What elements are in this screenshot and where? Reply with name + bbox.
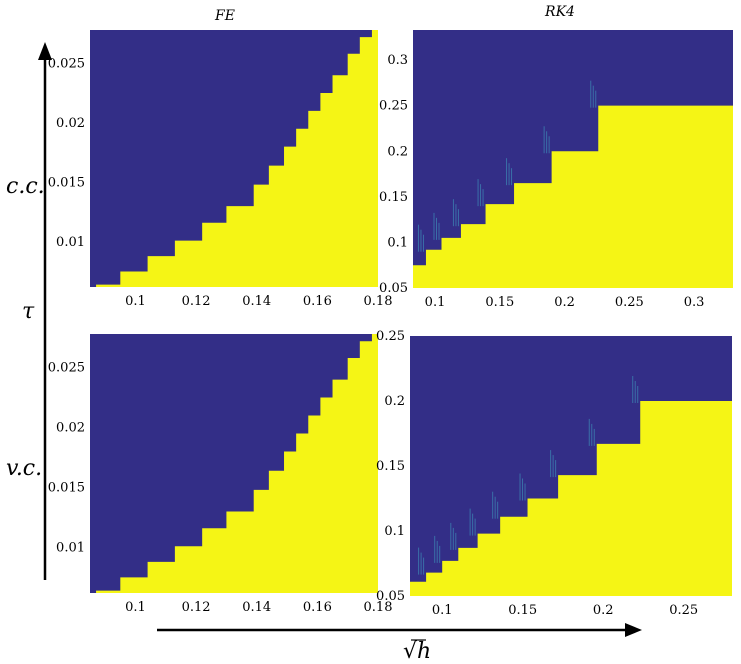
y-tick-label: 0.05 — [379, 281, 408, 296]
y-tick-label: 0.015 — [48, 175, 85, 190]
x-tick-label: 0.25 — [615, 295, 644, 310]
x-tick-label: 0.1 — [432, 603, 453, 618]
y-tick-label: 0.1 — [384, 524, 405, 539]
y-tick-label: 0.15 — [379, 190, 408, 205]
x-tick-label: 0.14 — [242, 600, 271, 615]
y-tick-label: 0.25 — [379, 99, 408, 114]
y-tick-label: 0.3 — [387, 53, 408, 68]
x-tick-label: 0.16 — [303, 600, 332, 615]
x-tick-label: 0.3 — [684, 295, 705, 310]
x-tick-label: 0.25 — [669, 603, 698, 618]
x-tick-label: 0.1 — [125, 600, 146, 615]
y-tick-label: 0.15 — [376, 459, 405, 474]
y-axis-arrowhead — [38, 42, 52, 60]
x-axis-label: √h — [403, 639, 431, 664]
panel-rk4-cc: 0.05 0.1 0.15 0.2 0.25 0.3 0.1 0.15 0.2 0.25 0.3 — [379, 30, 733, 310]
y-tick-label: 0.025 — [48, 361, 85, 376]
stable-region — [96, 30, 378, 287]
stable-region — [413, 105, 733, 288]
y-tick-label: 0.2 — [384, 394, 405, 409]
y-tick-label: 0.2 — [387, 144, 408, 159]
y-tick-label: 0.05 — [376, 589, 405, 604]
x-tick-label: 0.2 — [593, 603, 614, 618]
y-axis-label: τ — [22, 299, 35, 324]
y-tick-label: 0.02 — [56, 421, 85, 436]
x-tick-label: 0.1 — [425, 295, 446, 310]
y-tick-label: 0.015 — [48, 480, 85, 495]
x-tick-label: 0.18 — [364, 294, 393, 309]
panel-fe-cc: 0.01 0.015 0.02 0.025 0.1 0.12 0.14 0.16 0.18 — [48, 30, 393, 309]
row-label-cc: c.c. — [6, 174, 45, 199]
x-tick-label: 0.14 — [242, 294, 271, 309]
x-tick-label: 0.2 — [554, 295, 575, 310]
panel-fe-vc: 0.01 0.015 0.02 0.025 0.1 0.12 0.14 0.16 0.18 — [48, 334, 393, 615]
row-label-vc: v.c. — [6, 456, 42, 481]
y-tick-label: 0.25 — [376, 329, 405, 344]
x-tick-label: 0.15 — [508, 603, 537, 618]
stable-region — [96, 334, 378, 593]
x-tick-label: 0.1 — [125, 294, 146, 309]
x-tick-label: 0.18 — [364, 600, 393, 615]
x-axis-arrowhead — [625, 623, 642, 637]
x-tick-label: 0.15 — [485, 295, 514, 310]
column-title-fe: FE — [214, 8, 235, 24]
x-tick-label: 0.12 — [182, 600, 211, 615]
y-tick-label: 0.02 — [56, 116, 85, 131]
y-tick-label: 0.025 — [48, 56, 85, 71]
column-title-rk4: RK4 — [544, 4, 575, 20]
y-tick-label: 0.01 — [56, 540, 85, 555]
x-tick-label: 0.12 — [182, 294, 211, 309]
y-tick-label: 0.1 — [387, 235, 408, 250]
stable-region — [410, 401, 732, 596]
y-tick-label: 0.01 — [56, 235, 85, 250]
panel-rk4-vc: 0.05 0.1 0.15 0.2 0.25 0.1 0.15 0.2 0.25 — [376, 329, 732, 618]
x-tick-label: 0.16 — [303, 294, 332, 309]
